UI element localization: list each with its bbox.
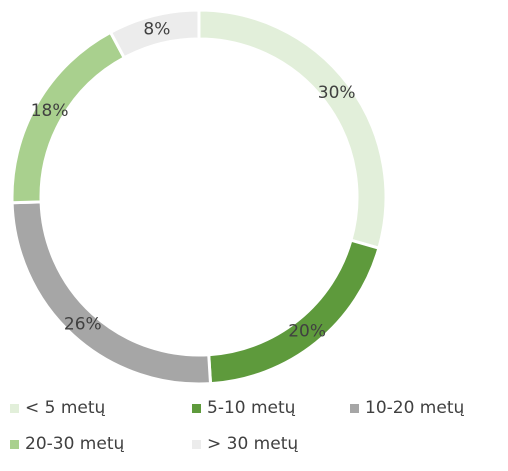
legend-swatch xyxy=(192,439,201,449)
slice-data-label: 26% xyxy=(64,314,102,334)
legend-item: 10-20 metų xyxy=(350,398,464,418)
slice-data-label: 20% xyxy=(288,321,326,341)
legend-item: 5-10 metų xyxy=(192,398,295,418)
legend-label: > 30 metų xyxy=(207,434,299,454)
slice-data-label: 8% xyxy=(143,20,170,40)
legend-label: 10-20 metų xyxy=(365,398,465,418)
legend-label: < 5 metų xyxy=(25,398,106,418)
legend-label: 20-30 metų xyxy=(25,434,125,454)
legend-swatch xyxy=(10,439,19,449)
legend: < 5 metų 5-10 metų 10-20 metų 20-30 metų > 3… xyxy=(10,398,508,471)
legend-item: > 30 metų xyxy=(192,434,298,454)
donut-slice xyxy=(108,8,201,60)
donut-slice xyxy=(10,200,213,386)
slice-data-label: 18% xyxy=(31,101,69,121)
legend-swatch xyxy=(350,403,359,413)
donut-chart: 30% 20% 26% 18% 8% xyxy=(10,8,388,386)
slice-data-label: 30% xyxy=(318,83,356,103)
legend-item: 20-30 metų xyxy=(10,434,124,454)
legend-swatch xyxy=(10,403,19,413)
donut-slice xyxy=(197,8,388,251)
legend-item: < 5 metų xyxy=(10,398,105,418)
donut-slice xyxy=(207,238,381,386)
legend-label: 5-10 metų xyxy=(207,398,296,418)
legend-swatch xyxy=(192,403,201,413)
